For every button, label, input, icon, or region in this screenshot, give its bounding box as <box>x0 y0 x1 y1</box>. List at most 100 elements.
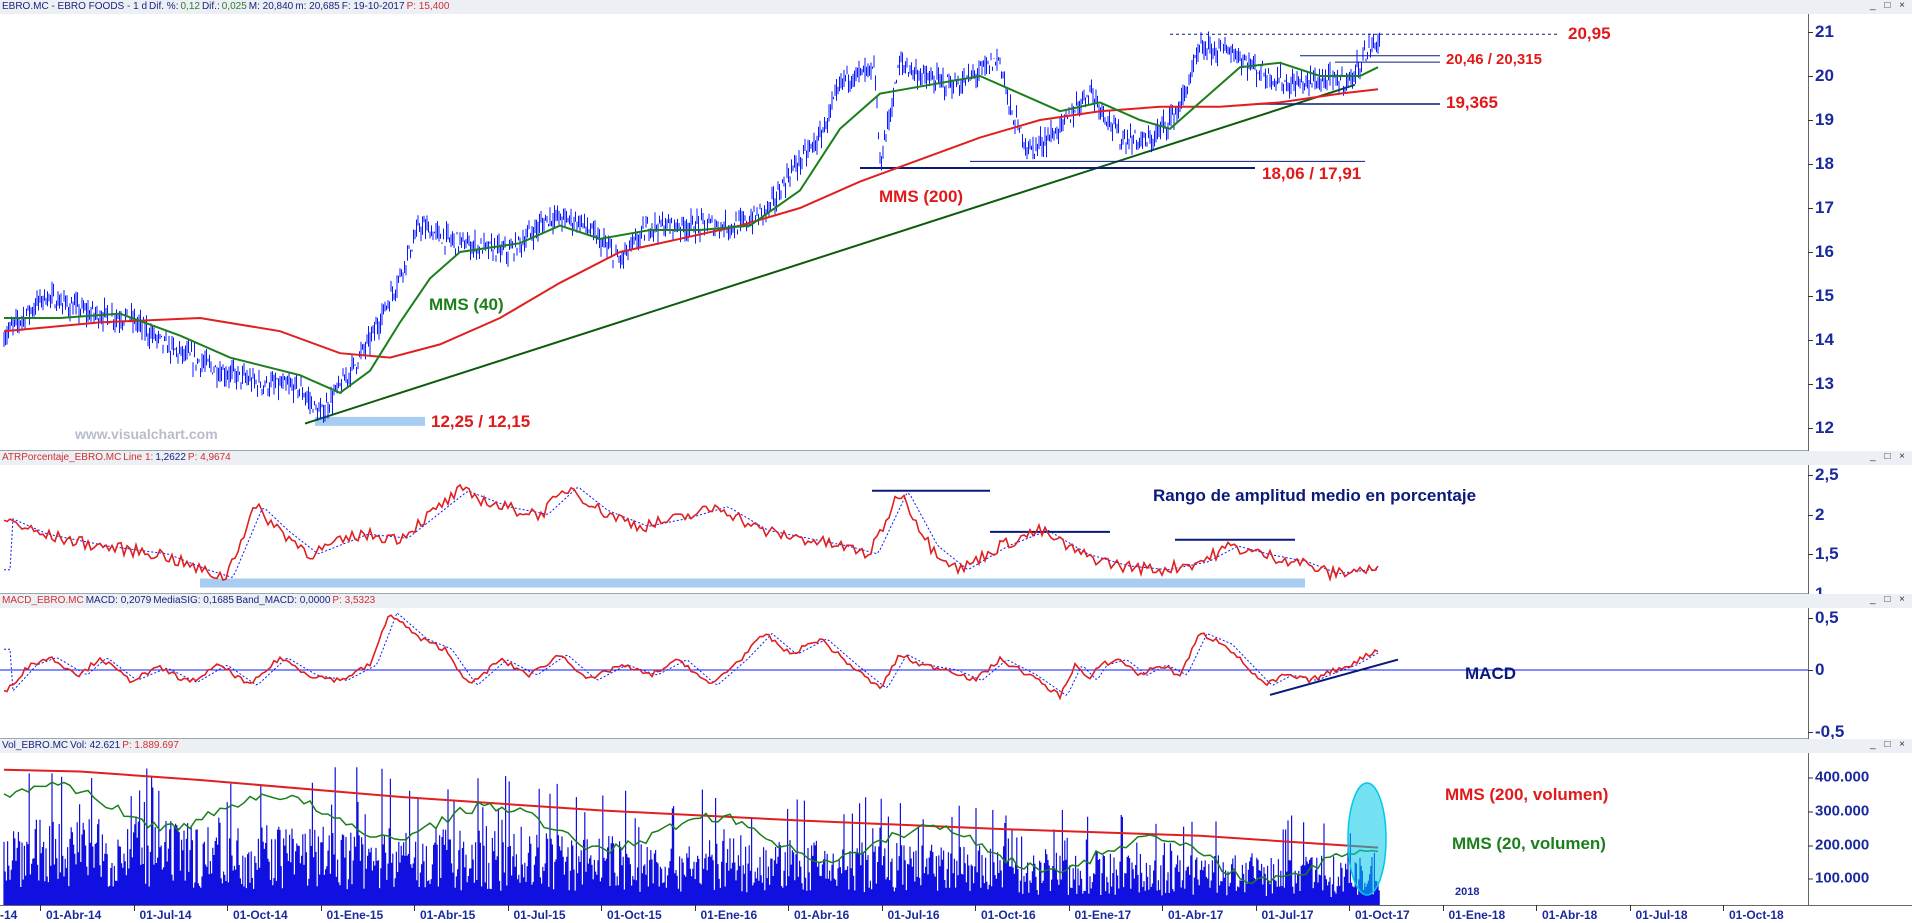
watermark: www.visualchart.com <box>75 426 218 442</box>
x-tick-label: 01-Ene-18 <box>1442 905 1506 922</box>
header-field: P: 15,400 <box>406 1 450 12</box>
volume-callout-ellipse <box>1347 782 1387 896</box>
y-tick-label: 14 <box>1808 330 1834 349</box>
atr-line <box>3 483 1379 583</box>
macd-pane-header: MACD_EBRO.MC MACD: 0,2079 MediaSIG: 0,1685… <box>0 594 1912 608</box>
y-tick-label: 1,5 <box>1808 544 1839 563</box>
year-2018-label: 2018 <box>1455 886 1480 898</box>
header-field: Vol: 42.621 <box>70 740 121 751</box>
mms40-label: MMS (40) <box>429 295 504 314</box>
header-field: MACD: 0,2079 <box>85 595 152 606</box>
volume-pane: Vol_EBRO.MC Vol: 42.621 P: 1.889.697 _ □ ×… <box>0 739 1912 905</box>
header-field: ATRPorcentaje_EBRO.MC <box>2 452 122 463</box>
low-label: 12,25 / 12,15 <box>431 412 531 431</box>
y-tick-label: 12 <box>1808 418 1834 437</box>
x-tick-label: -14 <box>0 908 18 922</box>
y-tick-label: 15 <box>1808 286 1834 305</box>
level-1806-label: 18,06 / 17,91 <box>1262 164 1362 183</box>
price-bars <box>3 31 1380 423</box>
trendline-up <box>304 83 1356 425</box>
atr-pane: ATRPorcentaje_EBRO.MC Line 1: 1,2622 P: 4,9… <box>0 451 1912 603</box>
price-pane-header: EBRO.MC - EBRO FOODS - 1 d Dif. %: 0,12 Dif… <box>0 0 1912 14</box>
x-tick-label: 01-Jul-18 <box>1629 905 1688 922</box>
volume-y-axis: 400.000 300.000 200.000 100.000 <box>1807 753 1912 905</box>
y-tick-label: 19 <box>1808 110 1834 129</box>
header-field: m: 20,685 <box>295 1 340 12</box>
date-x-axis: -14 01-Abr-14 01-Jul-14 01-Oct-14 01-Ene-15 0… <box>0 905 1912 923</box>
y-tick-label: 16 <box>1808 242 1834 261</box>
macd-title-label: MACD <box>1465 664 1516 683</box>
header-field: Band_MACD: 0,0000 <box>235 595 331 606</box>
x-tick-label: 01-Abr-15 <box>413 905 476 922</box>
macd-pane-window-buttons[interactable]: _ □ × <box>1870 594 1908 605</box>
y-tick-label: 13 <box>1808 374 1834 393</box>
y-tick-label: 0,5 <box>1808 608 1839 627</box>
atr-pane-header: ATRPorcentaje_EBRO.MC Line 1: 1,2622 P: 4,9… <box>0 451 1912 465</box>
macd-chart[interactable] <box>0 608 1808 739</box>
x-tick-label: 01-Ene-15 <box>320 905 384 922</box>
x-tick-label: 01-Ene-17 <box>1068 905 1132 922</box>
y-tick-label: 2,5 <box>1808 465 1839 484</box>
vol-mms200-label: MMS (200, volumen) <box>1445 785 1609 804</box>
macd-pane: MACD_EBRO.MC MACD: 0,2079 MediaSIG: 0,1685… <box>0 594 1912 741</box>
atr-pane-window-buttons[interactable]: _ □ × <box>1870 451 1908 462</box>
x-tick-label: 01-Oct-17 <box>1349 905 1410 922</box>
level-19365-label: 19,365 <box>1446 93 1498 112</box>
macd-y-axis: 0,5 0 -0,5 <box>1807 608 1912 741</box>
level-2046-label: 20,46 / 20,315 <box>1446 51 1542 68</box>
header-field: EBRO.MC - EBRO FOODS - 1 d <box>2 1 148 12</box>
volume-bars <box>3 767 1380 905</box>
volume-chart[interactable] <box>0 753 1808 905</box>
x-tick-label: 01-Jul-17 <box>1255 905 1314 922</box>
volume-pane-header: Vol_EBRO.MC Vol: 42.621 P: 1.889.697 <box>0 739 1912 753</box>
x-tick-label: 01-Abr-14 <box>39 905 102 922</box>
x-tick-label: 01-Jul-14 <box>133 905 192 922</box>
price-chart[interactable] <box>0 14 1808 451</box>
level-2095-label: 20,95 <box>1568 24 1611 43</box>
header-field: P: 3,5323 <box>332 595 376 606</box>
x-tick-label: 01-Abr-18 <box>1535 905 1598 922</box>
header-field: MediaSIG: 0,1685 <box>153 595 234 606</box>
vol-mms200-line <box>3 768 1379 849</box>
header-field: 1,2622 <box>155 452 186 463</box>
header-field: Line 1: <box>123 452 154 463</box>
x-tick-label: 01-Ene-16 <box>694 905 758 922</box>
y-tick-label: 20 <box>1808 66 1834 85</box>
x-tick-label: 01-Jul-15 <box>507 905 566 922</box>
y-tick-label: 18 <box>1808 154 1834 173</box>
mms40-line <box>4 61 1379 394</box>
atr-signal-line <box>4 487 1378 578</box>
price-pane-window-buttons[interactable]: _ □ × <box>1870 0 1908 11</box>
y-tick-label: 300.000 <box>1807 802 1870 820</box>
macd-signal-line <box>4 611 1379 696</box>
y-tick-label: 200.000 <box>1807 836 1870 854</box>
header-field: MACD_EBRO.MC <box>2 595 84 606</box>
macd-line <box>3 614 1379 701</box>
x-tick-label: 01-Oct-15 <box>601 905 662 922</box>
x-tick-label: 01-Jul-16 <box>881 905 940 922</box>
header-field: Vol_EBRO.MC <box>2 740 69 751</box>
header-field: M: 20,840 <box>248 1 294 12</box>
x-tick-label: 01-Abr-16 <box>787 905 850 922</box>
x-tick-label: 01-Abr-17 <box>1161 905 1224 922</box>
y-tick-label: 100.000 <box>1807 869 1870 887</box>
header-field: 0,12 <box>180 1 200 12</box>
volume-pane-window-buttons[interactable]: _ □ × <box>1870 739 1908 750</box>
atr-title-label: Rango de amplitud medio en porcentaje <box>1153 486 1477 505</box>
x-tick-label: 01-Oct-14 <box>227 905 288 922</box>
macd-trendline <box>1269 658 1399 696</box>
vol-mms20-label: MMS (20, volumen) <box>1452 834 1606 853</box>
y-tick-label: 400.000 <box>1807 768 1870 786</box>
header-field: P: 4,9674 <box>187 452 231 463</box>
atr-y-axis: 2,521,51 <box>1807 465 1912 603</box>
y-tick-label: 2 <box>1807 505 1825 524</box>
header-field: F: 19-10-2017 <box>341 1 405 12</box>
atr-chart[interactable] <box>0 465 1808 594</box>
price-y-axis: 21 20 19 18 17 16 15 14 13 12 <box>1808 14 1912 451</box>
y-tick-label: 17 <box>1808 198 1834 217</box>
x-tick-label: 01-Oct-18 <box>1723 905 1784 922</box>
header-field: P: 1.889.697 <box>122 740 179 751</box>
vol-mms20-line <box>3 781 1379 885</box>
header-field: Dif. %: <box>149 1 179 12</box>
y-tick-label: 0 <box>1807 660 1825 679</box>
